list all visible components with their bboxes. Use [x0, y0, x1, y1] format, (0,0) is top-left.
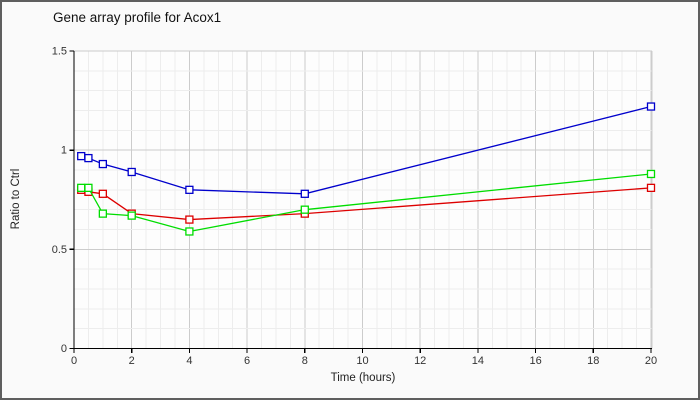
x-axis-label: Time (hours)	[331, 372, 396, 384]
red-series-marker	[646, 183, 656, 193]
x-tick-label: 14	[472, 355, 484, 367]
grid-layer	[74, 50, 652, 349]
y-axis-label: Ratio to Ctrl	[10, 169, 22, 230]
x-tick-label: 12	[414, 355, 426, 367]
x-tick-label: 16	[529, 355, 541, 367]
y-tick-label: 0.5	[52, 244, 67, 256]
blue-series-marker	[127, 167, 136, 177]
red-series-marker	[98, 189, 107, 198]
green-series-marker	[127, 211, 136, 220]
x-tick-label: 2	[129, 355, 135, 367]
x-tick-label: 10	[356, 355, 368, 367]
x-tick-label: 20	[645, 355, 657, 367]
axes-layer: 0 2 4 6 8 10 12 14 16 18 20 0 0.5 1 1.5	[52, 46, 657, 368]
x-tick-label: 6	[244, 355, 250, 367]
chart-title: Gene array profile for Acox1	[53, 10, 221, 25]
blue-series-marker	[646, 102, 656, 111]
blue-series-marker	[98, 159, 107, 169]
red-series-marker	[185, 215, 194, 224]
green-series-marker	[185, 227, 194, 236]
green-series-marker	[300, 205, 309, 214]
blue-series-marker	[84, 153, 93, 163]
x-tick-label: 8	[302, 355, 308, 367]
green-series-marker	[84, 183, 93, 193]
x-tick-label: 18	[587, 355, 599, 367]
green-series	[77, 169, 656, 236]
y-tick-label: 1	[61, 145, 67, 157]
series-layer	[77, 102, 656, 236]
green-series-marker	[77, 183, 86, 193]
label-layer: Gene array profile for Acox1 Time (hours…	[10, 10, 396, 384]
blue-series-marker	[77, 151, 86, 161]
y-tick-label: 0	[61, 343, 67, 355]
blue-series-marker	[185, 185, 194, 194]
blue-series	[77, 102, 656, 198]
green-series-marker	[98, 209, 107, 218]
blue-series-marker	[300, 189, 309, 198]
green-series-marker	[646, 169, 656, 179]
x-tick-label: 4	[186, 355, 192, 367]
y-tick-label: 1.5	[52, 46, 67, 58]
x-tick-label: 0	[71, 355, 77, 367]
